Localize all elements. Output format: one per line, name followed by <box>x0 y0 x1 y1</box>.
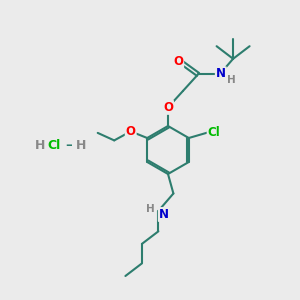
Text: Cl: Cl <box>47 139 61 152</box>
Text: H: H <box>76 139 86 152</box>
Text: H: H <box>146 203 154 214</box>
Text: O: O <box>163 101 173 114</box>
Text: Cl: Cl <box>208 126 220 139</box>
Text: H: H <box>226 75 236 85</box>
Text: O: O <box>126 125 136 138</box>
Text: H: H <box>34 139 45 152</box>
Text: N: N <box>159 208 169 221</box>
Text: –: – <box>65 139 72 152</box>
Text: O: O <box>173 55 183 68</box>
Text: N: N <box>216 67 226 80</box>
